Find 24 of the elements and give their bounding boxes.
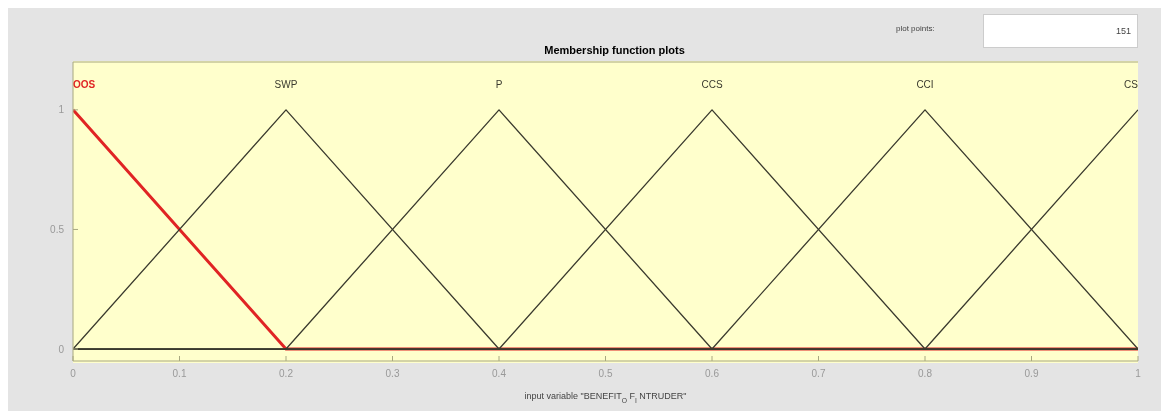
series-label: OOS xyxy=(73,78,96,90)
x-tick-label: 0.2 xyxy=(279,368,294,380)
y-tick-label: 0 xyxy=(58,343,65,355)
text: plot points: xyxy=(896,24,935,33)
series-label: CS xyxy=(1124,78,1139,90)
x-tick-label: 0.9 xyxy=(1024,368,1039,380)
x-tick-label: 0.8 xyxy=(918,368,933,380)
x-tick-label: 0 xyxy=(70,368,77,380)
x-tick-label: 1 xyxy=(1135,368,1142,380)
chart-title: Membership function plots xyxy=(543,44,686,56)
text: CCS xyxy=(701,78,723,90)
y-tick-label: 1 xyxy=(58,104,65,116)
text: CCI xyxy=(916,78,934,90)
x-tick-label: 0.1 xyxy=(172,368,187,380)
x-tick-label: 0.4 xyxy=(492,368,507,380)
text-field: 151 xyxy=(983,14,1138,48)
text: P xyxy=(495,78,503,90)
x-tick-label: 0.3 xyxy=(385,368,400,380)
x-axis-title: input variable "BENEFIT$_{O}$F$_{I}$NTRUDER" xyxy=(524,391,687,404)
text: SWP xyxy=(274,78,298,90)
x-tick-label: 0.5 xyxy=(598,368,613,380)
x-tick-label: 0.6 xyxy=(705,368,720,380)
y-tick-label: 0.5 xyxy=(50,223,65,235)
x-tick-label: 0.7 xyxy=(811,368,826,380)
